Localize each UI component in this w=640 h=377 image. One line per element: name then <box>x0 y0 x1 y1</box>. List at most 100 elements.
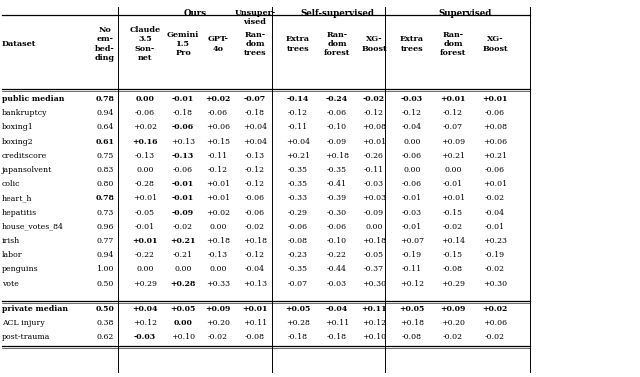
Text: Extra
trees: Extra trees <box>286 35 310 53</box>
Text: -0.02: -0.02 <box>208 333 228 341</box>
Text: 0.78: 0.78 <box>95 95 115 103</box>
Text: +0.02: +0.02 <box>483 305 508 313</box>
Text: +0.01: +0.01 <box>206 180 230 188</box>
Text: -0.35: -0.35 <box>288 180 308 188</box>
Text: -0.13: -0.13 <box>245 152 265 160</box>
Text: Supervised: Supervised <box>438 9 492 18</box>
Text: -0.21: -0.21 <box>173 251 193 259</box>
Text: +0.06: +0.06 <box>483 319 507 327</box>
Text: 0.77: 0.77 <box>97 237 114 245</box>
Text: GPT-
4o: GPT- 4o <box>207 35 228 53</box>
Text: +0.05: +0.05 <box>170 305 196 313</box>
Text: +0.09: +0.09 <box>440 305 466 313</box>
Text: +0.03: +0.03 <box>362 195 386 202</box>
Text: +0.09: +0.09 <box>205 305 230 313</box>
Text: 0.00: 0.00 <box>174 265 192 273</box>
Text: +0.10: +0.10 <box>171 333 195 341</box>
Text: +0.11: +0.11 <box>243 319 267 327</box>
Text: -0.06: -0.06 <box>485 109 505 117</box>
Text: -0.13: -0.13 <box>135 152 155 160</box>
Text: -0.02: -0.02 <box>245 223 265 231</box>
Text: -0.04: -0.04 <box>245 265 265 273</box>
Text: -0.01: -0.01 <box>402 223 422 231</box>
Text: -0.10: -0.10 <box>327 237 347 245</box>
Text: Ran-
dom
forest: Ran- dom forest <box>324 31 350 57</box>
Text: labor: labor <box>2 251 22 259</box>
Text: No
em-
bed-
ding: No em- bed- ding <box>95 26 115 62</box>
Text: 0.94: 0.94 <box>96 251 114 259</box>
Text: -0.15: -0.15 <box>443 208 463 217</box>
Text: +0.09: +0.09 <box>441 138 465 146</box>
Text: -0.08: -0.08 <box>443 265 463 273</box>
Text: -0.13: -0.13 <box>208 251 228 259</box>
Text: +0.05: +0.05 <box>399 305 425 313</box>
Text: +0.28: +0.28 <box>170 280 196 288</box>
Text: Ran-
dom
trees: Ran- dom trees <box>244 31 266 57</box>
Text: +0.30: +0.30 <box>483 280 507 288</box>
Text: -0.09: -0.09 <box>327 138 347 146</box>
Text: -0.02: -0.02 <box>443 333 463 341</box>
Text: colic: colic <box>2 180 20 188</box>
Text: -0.04: -0.04 <box>485 208 505 217</box>
Text: +0.02: +0.02 <box>205 95 230 103</box>
Text: boxing2: boxing2 <box>2 138 34 146</box>
Text: +0.20: +0.20 <box>206 319 230 327</box>
Text: +0.07: +0.07 <box>400 237 424 245</box>
Text: public median: public median <box>2 95 65 103</box>
Text: -0.01: -0.01 <box>172 95 194 103</box>
Text: +0.11: +0.11 <box>361 305 387 313</box>
Text: +0.21: +0.21 <box>441 152 465 160</box>
Text: 0.73: 0.73 <box>96 208 114 217</box>
Text: +0.30: +0.30 <box>362 280 386 288</box>
Text: -0.12: -0.12 <box>245 166 265 174</box>
Text: -0.23: -0.23 <box>288 251 308 259</box>
Text: 0.83: 0.83 <box>96 166 114 174</box>
Text: -0.08: -0.08 <box>402 333 422 341</box>
Text: +0.18: +0.18 <box>400 319 424 327</box>
Text: -0.01: -0.01 <box>485 223 505 231</box>
Text: +0.01: +0.01 <box>483 180 507 188</box>
Text: +0.29: +0.29 <box>441 280 465 288</box>
Text: -0.06: -0.06 <box>402 180 422 188</box>
Text: +0.18: +0.18 <box>362 237 386 245</box>
Text: +0.04: +0.04 <box>132 305 157 313</box>
Text: XG-
Boost: XG- Boost <box>482 35 508 53</box>
Text: +0.06: +0.06 <box>483 138 507 146</box>
Text: -0.24: -0.24 <box>326 95 348 103</box>
Text: +0.23: +0.23 <box>483 237 507 245</box>
Text: -0.06: -0.06 <box>288 223 308 231</box>
Text: -0.18: -0.18 <box>327 333 347 341</box>
Text: -0.44: -0.44 <box>327 265 347 273</box>
Text: -0.06: -0.06 <box>327 223 347 231</box>
Text: Dataset: Dataset <box>2 40 36 48</box>
Text: -0.03: -0.03 <box>364 180 384 188</box>
Text: -0.39: -0.39 <box>327 195 347 202</box>
Text: -0.01: -0.01 <box>402 195 422 202</box>
Text: +0.08: +0.08 <box>362 123 386 132</box>
Text: -0.02: -0.02 <box>173 223 193 231</box>
Text: 0.80: 0.80 <box>96 180 114 188</box>
Text: -0.01: -0.01 <box>443 180 463 188</box>
Text: +0.05: +0.05 <box>285 305 310 313</box>
Text: -0.07: -0.07 <box>443 123 463 132</box>
Text: 1.00: 1.00 <box>96 265 114 273</box>
Text: -0.06: -0.06 <box>327 109 347 117</box>
Text: +0.18: +0.18 <box>243 237 267 245</box>
Text: +0.20: +0.20 <box>441 319 465 327</box>
Text: +0.13: +0.13 <box>243 280 267 288</box>
Text: +0.01: +0.01 <box>483 95 508 103</box>
Text: -0.03: -0.03 <box>402 208 422 217</box>
Text: creditscore: creditscore <box>2 152 47 160</box>
Text: -0.06: -0.06 <box>245 195 265 202</box>
Text: -0.12: -0.12 <box>288 109 308 117</box>
Text: +0.18: +0.18 <box>325 152 349 160</box>
Text: -0.12: -0.12 <box>208 166 228 174</box>
Text: 0.38: 0.38 <box>96 319 114 327</box>
Text: -0.12: -0.12 <box>245 180 265 188</box>
Text: +0.18: +0.18 <box>206 237 230 245</box>
Text: 0.64: 0.64 <box>97 123 114 132</box>
Text: +0.21: +0.21 <box>170 237 196 245</box>
Text: -0.06: -0.06 <box>173 166 193 174</box>
Text: 0.00: 0.00 <box>403 138 420 146</box>
Text: +0.04: +0.04 <box>243 123 267 132</box>
